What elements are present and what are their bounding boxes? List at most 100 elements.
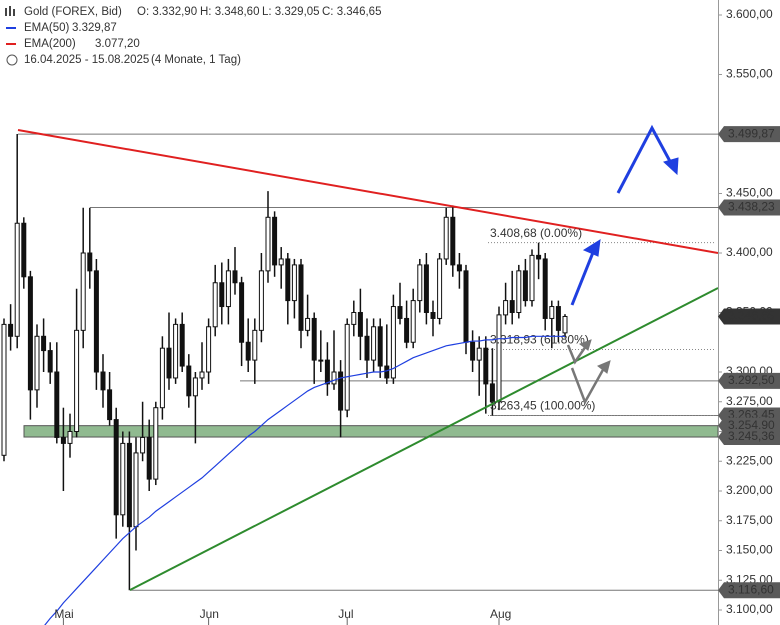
candle-body xyxy=(41,335,47,352)
header: Gold (FOREX, Bid) O: 3.332,90 H: 3.348,6… xyxy=(5,6,381,66)
candle-body xyxy=(8,323,14,337)
candle-body xyxy=(291,264,297,302)
candle-body xyxy=(252,329,258,361)
candle-body xyxy=(80,252,86,331)
candle-body xyxy=(265,216,271,272)
candle-body xyxy=(219,282,225,308)
candle-body xyxy=(516,270,522,314)
candle-body xyxy=(324,359,330,385)
candle-body xyxy=(298,264,304,331)
candle-body xyxy=(443,216,449,260)
candle-body xyxy=(159,347,165,409)
candle-body xyxy=(542,258,548,319)
candle-body xyxy=(357,312,363,337)
x-tick-label: Jun xyxy=(200,607,219,621)
candle-body xyxy=(364,335,370,361)
y-tick-label: 3.550,00 xyxy=(726,67,773,81)
price-box xyxy=(718,126,780,143)
date-range: 16.04.2025 - 15.08.2025 xyxy=(24,54,149,66)
candle-body xyxy=(27,276,33,391)
candle-body xyxy=(140,436,146,454)
x-tick-label: Aug xyxy=(490,607,511,621)
candle-body xyxy=(54,371,60,438)
fib-label: 3.408,68 (0.00%) xyxy=(490,226,582,240)
candle-body xyxy=(232,270,238,284)
candle-body xyxy=(206,326,212,373)
legend-name: EMA(50) xyxy=(24,22,70,34)
y-tick-label: 3.400,00 xyxy=(726,245,773,259)
price-box-label: 3.438,23 xyxy=(728,200,775,214)
candle-body xyxy=(351,312,357,325)
candle-body xyxy=(430,312,436,319)
x-tick-label: Mai xyxy=(54,607,73,621)
legend-value: 3.077,20 xyxy=(95,38,140,50)
candle-body xyxy=(126,442,132,528)
y-tick-label: 3.275,00 xyxy=(726,394,773,408)
candle-body xyxy=(34,335,40,391)
y-tick-label: 3.225,00 xyxy=(726,453,773,467)
candle-body xyxy=(476,347,482,361)
y-tick-label: 3.100,00 xyxy=(726,602,773,616)
candle-body xyxy=(153,407,159,480)
candle-icon xyxy=(5,6,15,16)
x-tick-label: Jul xyxy=(338,607,353,621)
candle-body xyxy=(456,264,462,272)
candle-body xyxy=(278,258,284,266)
candle-body xyxy=(113,419,119,516)
candle-body xyxy=(166,347,172,379)
candle-body xyxy=(146,436,152,480)
candle-body xyxy=(179,323,185,367)
legend-value: 3.329,87 xyxy=(72,22,117,34)
resistance-trendline xyxy=(17,129,718,254)
candle-body xyxy=(377,326,383,367)
clock-icon xyxy=(6,54,18,66)
candle-body xyxy=(318,359,324,362)
support-trendline xyxy=(129,287,718,591)
price-box xyxy=(718,308,780,325)
price-box-label: 3.499,87 xyxy=(728,126,775,140)
price-box xyxy=(718,429,780,446)
candle-body xyxy=(496,314,502,403)
candle-body xyxy=(305,317,311,331)
candle-body xyxy=(549,306,555,319)
candle-body xyxy=(397,306,403,319)
candle-body xyxy=(245,341,251,361)
candle-body xyxy=(60,436,66,444)
candle-body xyxy=(331,371,337,385)
price-box xyxy=(718,582,780,599)
candle-body xyxy=(21,222,27,278)
y-tick-label: 3.200,00 xyxy=(726,483,773,497)
candle-body xyxy=(93,270,99,373)
candle-body xyxy=(120,442,126,516)
candle-body xyxy=(100,371,106,391)
candle-body xyxy=(225,270,231,308)
candle-body xyxy=(74,329,80,433)
candle-body xyxy=(555,306,561,331)
candle-body xyxy=(417,264,423,302)
price-box xyxy=(718,372,780,389)
candle-body xyxy=(133,452,139,528)
candle-body xyxy=(87,252,93,272)
candle-body xyxy=(173,323,179,379)
candle-body xyxy=(186,365,192,397)
y-tick-label: 3.150,00 xyxy=(726,543,773,557)
price-box-label: 3.116,60 xyxy=(728,582,774,596)
candle-body xyxy=(423,264,429,313)
candle-body xyxy=(404,317,410,343)
ohlc-close: C: 3.346,65 xyxy=(322,6,381,18)
candle-body xyxy=(410,300,416,343)
price-box-label: 3.292,50 xyxy=(728,373,775,387)
price-box-label: 3.245,36 xyxy=(728,429,775,443)
candle-body xyxy=(272,216,278,266)
candle-body xyxy=(239,282,245,343)
candle-body xyxy=(450,216,456,266)
candle-body xyxy=(285,258,291,302)
candle-body xyxy=(311,317,317,361)
candle-body xyxy=(212,282,218,328)
candle-body xyxy=(437,258,443,319)
price-box-label: 3.346,65 xyxy=(728,309,775,323)
price-box-label: 3.254,90 xyxy=(728,418,775,432)
y-tick-label: 3.175,00 xyxy=(726,513,773,527)
period: (4 Monate, 1 Tag) xyxy=(151,54,241,66)
